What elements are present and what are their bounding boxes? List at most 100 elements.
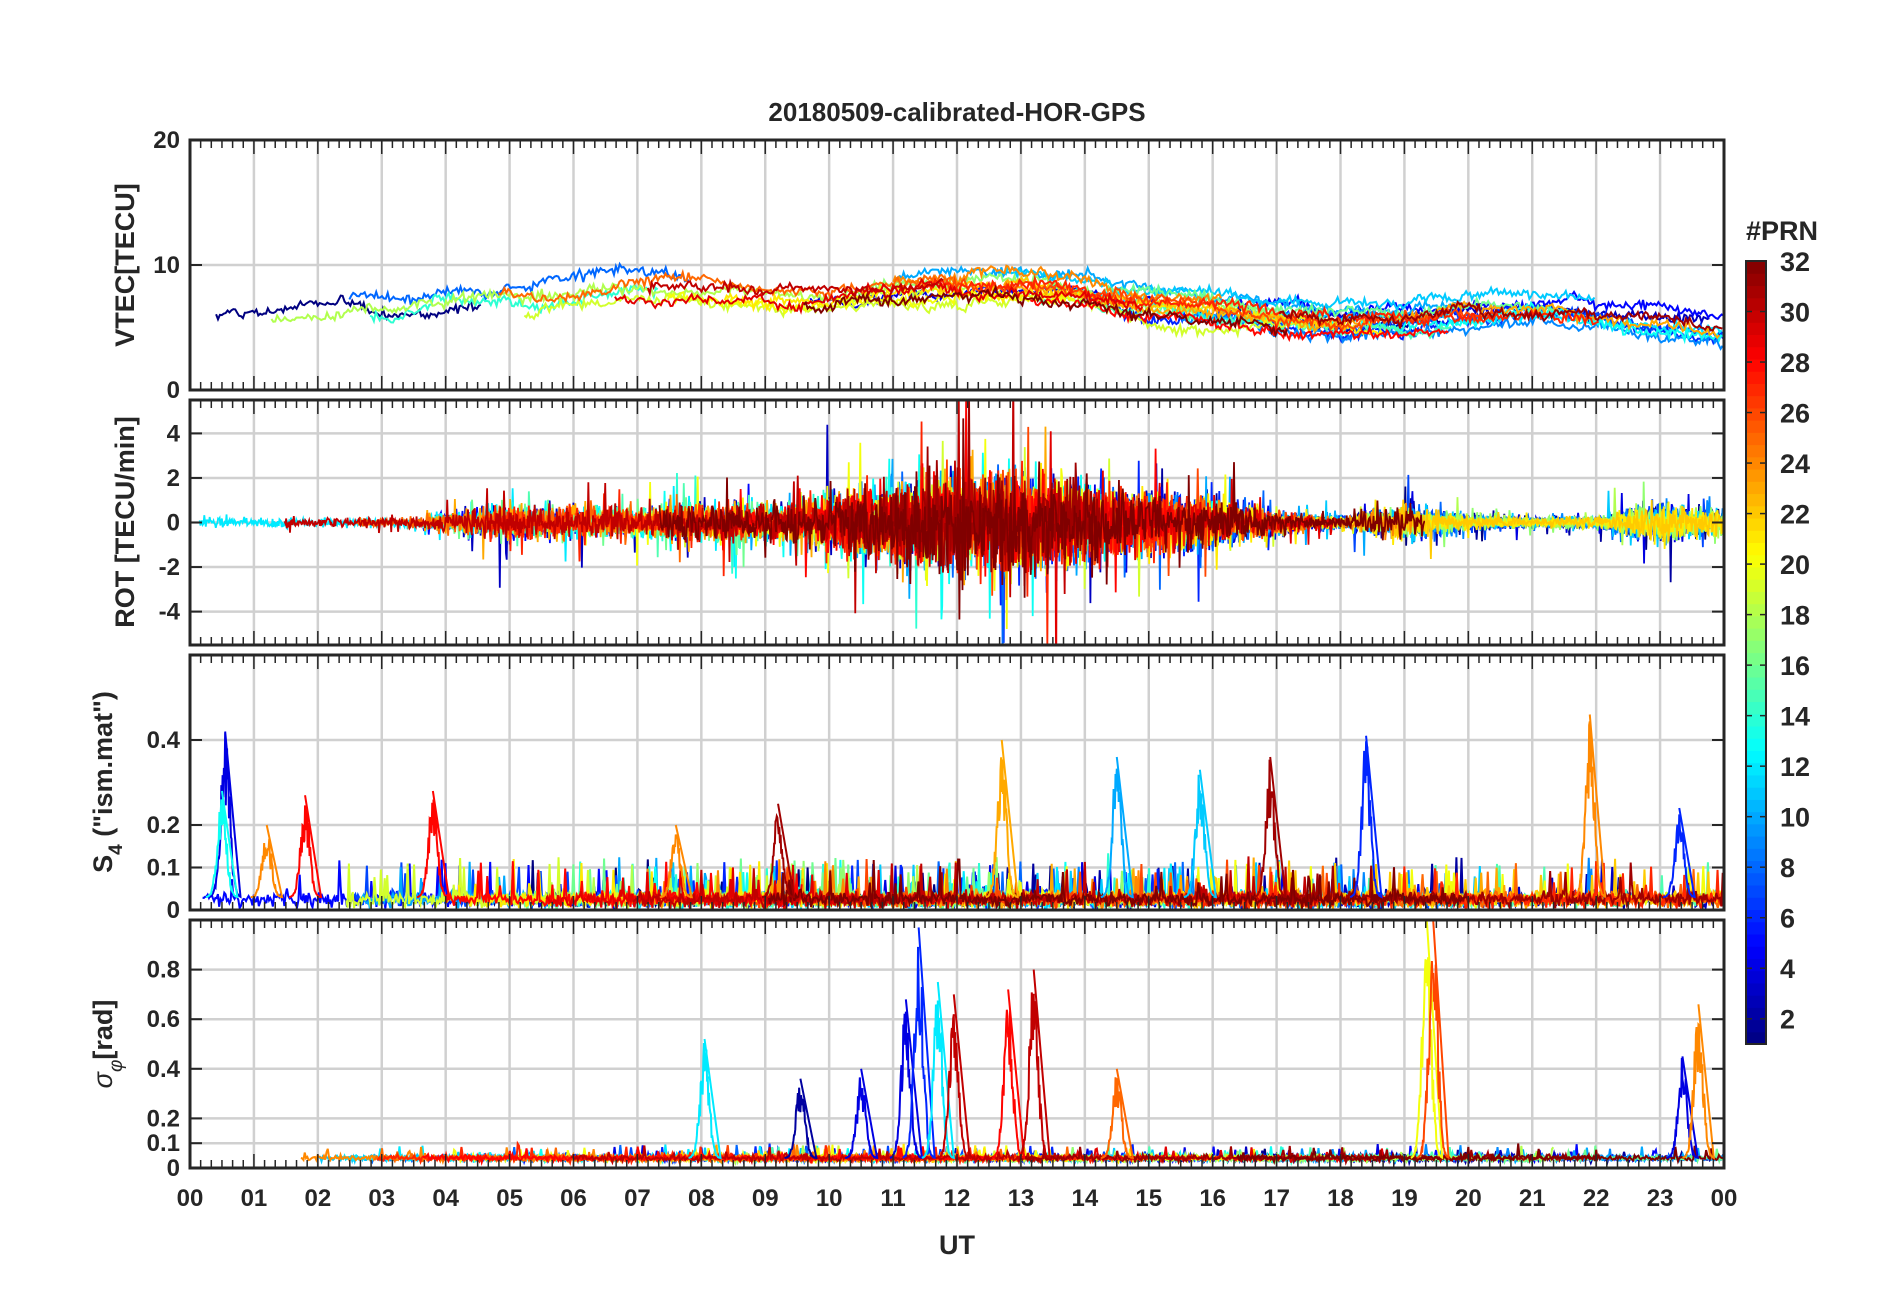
colorbar-band [1746, 836, 1766, 849]
colorbar-band [1746, 664, 1766, 678]
vtec-trace-prn-26 [942, 275, 1499, 334]
x-tick-label: 06 [560, 1185, 587, 1212]
x-tick-label: 20 [1455, 1185, 1482, 1212]
colorbar-band [1746, 468, 1766, 482]
sigma_phi-peak-1 [784, 1078, 818, 1160]
colorbar-band [1746, 395, 1766, 409]
colorbar-band [1746, 1019, 1766, 1033]
colorbar-band [1746, 884, 1766, 898]
colorbar-band [1746, 261, 1766, 274]
colorbar-band [1746, 444, 1766, 458]
x-tick-label: 13 [1008, 1185, 1035, 1212]
sigma-phi-y-axis-label: σφ[rad] [88, 1000, 127, 1089]
s4-ytick-label: 0.1 [147, 855, 180, 882]
vtec-panel: 0 10 20 VTEC[TECU] [110, 127, 1726, 404]
x-tick-label: 08 [688, 1185, 715, 1212]
s4-trace-prn-31 [1272, 862, 1724, 910]
sigma_phi-ytick-label: 0.1 [147, 1130, 180, 1157]
sigma_phi-peak-6 [937, 994, 971, 1160]
colorbar-band [1746, 603, 1766, 617]
colorbar-band [1746, 811, 1766, 825]
x-tick-label: 23 [1647, 1185, 1674, 1212]
colorbar-band [1746, 481, 1766, 495]
vtec-trace-prn-19 [523, 289, 1334, 339]
x-tick-label: 00 [177, 1185, 204, 1212]
colorbar-frame [1745, 260, 1767, 1045]
colorbar-tick-label: 2 [1780, 1005, 1795, 1035]
s4-panel: 0 0.1 0.2 0.4 S4 ("ism.mat") [88, 653, 1726, 924]
x-tick-label: 05 [496, 1185, 523, 1212]
x-tick-label: 09 [752, 1185, 779, 1212]
colorbar-band [1746, 701, 1766, 715]
s4-ytick-label: 0 [167, 897, 180, 924]
s4-peak-12 [1573, 714, 1607, 898]
colorbar-band [1746, 542, 1766, 556]
sigma_phi-peak-7 [991, 989, 1026, 1160]
rot-trace-prn-22 [1384, 499, 1724, 559]
s4-ylabel-sub: 4 [106, 844, 127, 855]
colorbar-band [1746, 689, 1766, 703]
colorbar-band [1746, 432, 1766, 446]
colorbar-band [1746, 591, 1766, 605]
colorbar-tick-label: 32 [1780, 247, 1810, 277]
s4-peak-5 [659, 824, 694, 899]
sigma_phi-peak-12 [1666, 1056, 1700, 1160]
colorbar-band [1746, 407, 1766, 421]
colorbar-tick-label: 4 [1780, 954, 1795, 984]
rot-ytick-label: -2 [159, 554, 180, 581]
colorbar-band [1746, 799, 1766, 813]
vtec-trace-prn-32 [803, 284, 1288, 339]
colorbar-band [1746, 420, 1766, 433]
sigma_phi-peak-0 [688, 1038, 722, 1160]
colorbar-band [1746, 322, 1766, 336]
x-tick-label: 00 [1711, 1185, 1738, 1212]
colorbar-band [1746, 860, 1766, 874]
colorbar-band [1746, 921, 1766, 935]
colorbar-band [1746, 982, 1766, 996]
s4-ylabel-rest: ("ism.mat") [88, 691, 118, 844]
sigma_phi-peak-9 [1100, 1068, 1135, 1160]
colorbar-band [1746, 787, 1766, 800]
sigma_phi-peak-13 [1682, 1004, 1715, 1160]
colorbar-band [1746, 909, 1766, 923]
colorbar-band [1746, 566, 1766, 580]
sigma_phi-peak-4 [902, 927, 936, 1159]
colorbar-band [1746, 358, 1766, 372]
colorbar-band [1746, 897, 1766, 911]
s4-ytick-label: 0.2 [147, 812, 180, 839]
rot-ytick-label: 0 [167, 510, 180, 537]
x-tick-label: 04 [432, 1185, 459, 1212]
vtec-series [215, 261, 1724, 351]
colorbar-tick-label: 30 [1780, 298, 1810, 328]
s4-peak-11 [1349, 735, 1383, 899]
colorbar-band [1746, 848, 1766, 862]
colorbar-band [1746, 774, 1766, 788]
x-axis-label: UT [939, 1230, 975, 1260]
colorbar-bands [1746, 261, 1766, 1045]
x-tick-labels: 00 01 02 03 04 05 06 07 08 09 10 11 12 13 14 15 16 17 18 19… [177, 1185, 1738, 1212]
colorbar-band [1746, 579, 1766, 592]
vtec-ticks: 0 10 20 [153, 127, 1725, 404]
rot-panel: -4 -2 0 2 4 ROT [TECU/min] [110, 398, 1726, 647]
vtec-y-axis-label: VTEC[TECU] [110, 183, 140, 347]
colorbar-band [1746, 285, 1766, 299]
s4-peak-8 [1100, 756, 1134, 899]
rot-ytick-label: 4 [167, 420, 181, 447]
vtec-ytick-label: 10 [153, 252, 180, 279]
colorbar-band [1746, 530, 1766, 543]
x-tick-label: 19 [1391, 1185, 1418, 1212]
colorbar-band [1746, 823, 1766, 837]
s4-peak-3 [289, 795, 323, 899]
colorbar-band [1746, 517, 1766, 531]
colorbar-tick-label: 24 [1780, 449, 1810, 479]
chart-title: 20180509-calibrated-HOR-GPS [768, 97, 1145, 127]
sigma_phi-peak-5 [921, 981, 955, 1160]
colorbar-band [1746, 995, 1766, 1008]
x-tick-label: 11 [880, 1185, 905, 1212]
s4-ytick-label: 0.4 [147, 727, 181, 754]
s4-peak-1 [205, 790, 239, 899]
sigma_phi-ytick-label: 0.4 [147, 1056, 181, 1083]
colorbar-band [1746, 371, 1766, 384]
